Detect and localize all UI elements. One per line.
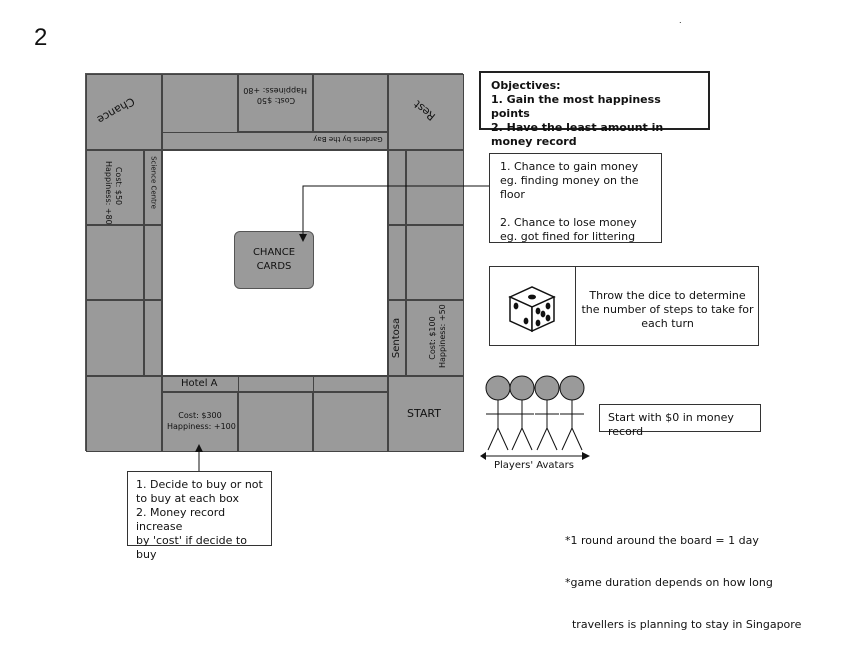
corner-start[interactable]: START	[388, 376, 464, 452]
note-line-2: *game duration depends on how long	[565, 576, 773, 589]
left-cell-2[interactable]	[86, 225, 144, 300]
dice-divider	[575, 267, 576, 345]
objectives-title: Objectives:	[491, 79, 561, 92]
left-cell-1-strip: Science Centre	[144, 150, 162, 225]
players-avatars-icon	[485, 375, 585, 451]
chance-cards-line-2: CARDS	[256, 261, 292, 272]
objective-item-1: 1. Gain the most happiness points	[491, 93, 661, 120]
start-info-box: Start with $0 in money record	[599, 404, 761, 438]
dice-instruction: Throw the dice to determine the number o…	[581, 289, 754, 330]
objectives-box: Objectives: 1. Gain the most happiness p…	[479, 71, 710, 148]
left-cell-2-strip	[144, 225, 162, 300]
players-avatars-label: Players' Avatars	[494, 460, 574, 471]
corner-bottom-left[interactable]	[86, 376, 162, 452]
game-notes: *1 round around the board = 1 day *game …	[565, 506, 801, 646]
right-cell-3-strip: Sentosa	[388, 300, 406, 376]
top-cell-3[interactable]	[313, 74, 388, 132]
buy-info-box: 1. Decide to buy or not to buy at each b…	[127, 471, 272, 561]
hotel-a-label: Hotel A	[181, 378, 218, 389]
right-cell-2-strip	[388, 225, 406, 300]
corner-chance[interactable]: Chance	[86, 74, 162, 150]
corner-rest[interactable]: Rest	[388, 74, 464, 150]
stray-dot: .	[679, 16, 682, 25]
buy-info-line-2: to buy at each box	[136, 492, 239, 505]
hotel-a-happiness: Happiness: +100	[167, 422, 236, 431]
objective-item-2: 2. Have the least amount in money record	[491, 121, 664, 148]
connector-lines	[195, 185, 590, 471]
start-info-text: Start with $0 in money record	[608, 411, 734, 438]
start-label: START	[407, 407, 441, 420]
chance-info-box: 1. Chance to gain money eg. finding mone…	[489, 153, 662, 243]
top-strip: Gardens by the Bay	[162, 132, 388, 150]
top-cell-2[interactable]: Cost: $50 Happiness: +80	[238, 74, 313, 132]
avatars-bracket-left-arrow	[480, 452, 486, 460]
chance-cards-line-1: CHANCE	[252, 247, 296, 258]
hotel-a-cost: Cost: $300	[178, 411, 222, 420]
left-cell-3[interactable]	[86, 300, 144, 376]
right-cell-1-strip	[388, 150, 406, 225]
bottom-cell-2[interactable]	[238, 392, 313, 452]
right-cell-2[interactable]	[406, 225, 464, 300]
chance-info-spacer	[500, 202, 651, 216]
bottom-strip-divider-2	[313, 376, 314, 392]
note-line-1: *1 round around the board = 1 day	[565, 534, 759, 547]
dice-box: Throw the dice to determine the number o…	[489, 266, 759, 346]
buy-info-line-1: 1. Decide to buy or not	[136, 478, 263, 491]
dice-icon[interactable]	[504, 279, 560, 335]
chance-info-line-1: 1. Chance to gain money	[500, 160, 639, 173]
left-cell-3-strip	[144, 300, 162, 376]
left-cell-1[interactable]: Cost: $50 Happiness: +80	[86, 150, 144, 225]
right-cell-1[interactable]	[406, 150, 464, 225]
chance-info-line-2: eg. finding money on the floor	[500, 174, 639, 201]
bottom-cell-3[interactable]	[313, 392, 388, 452]
bottom-cell-1[interactable]: Cost: $300 Happiness: +100	[162, 392, 238, 452]
chance-info-line-5: eg. got fined for littering	[500, 230, 636, 243]
page-number: 2	[34, 24, 48, 51]
bottom-strip: Hotel A	[162, 376, 388, 392]
chance-arrow	[299, 185, 489, 242]
buy-info-line-4: by 'cost' if decide to buy	[136, 534, 247, 561]
chance-info-line-4: 2. Chance to lose money	[500, 216, 637, 229]
buy-info-line-3: 2. Money record increase	[136, 506, 226, 533]
bottom-strip-divider-1	[238, 376, 239, 392]
right-cell-3[interactable]: Cost: $100 Happiness: +50	[406, 300, 464, 376]
note-line-3: travellers is planning to stay in Singap…	[565, 618, 802, 631]
